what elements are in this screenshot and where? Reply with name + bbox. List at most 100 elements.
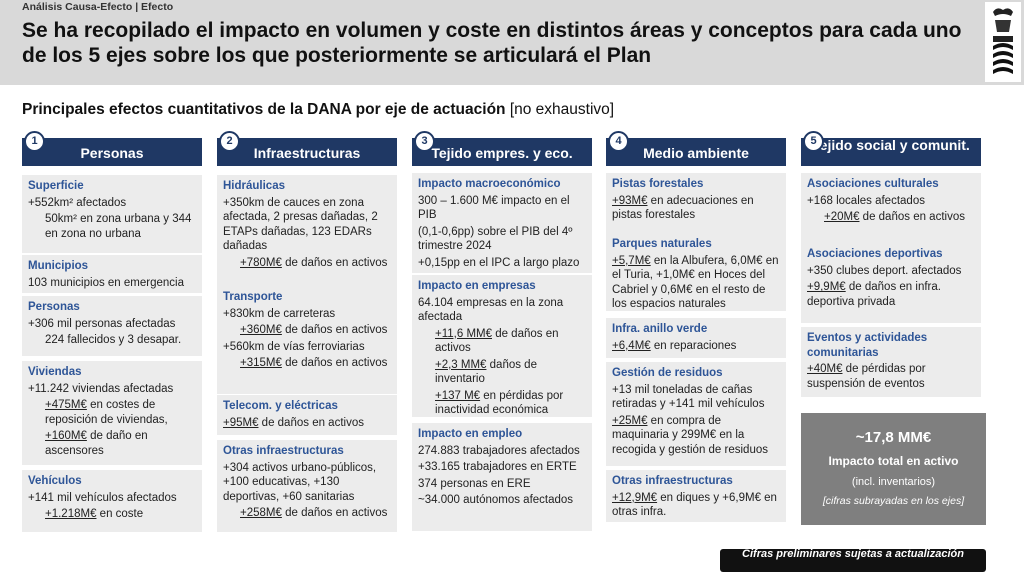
- impact-text: de daños en activos: [258, 416, 364, 429]
- impact-box: Vehículos +141 mil vehículos afectados +1.…: [22, 470, 202, 532]
- impact-amount: +315M€: [240, 357, 282, 369]
- impact-line: +0,15pp en el IPC a largo plazo: [418, 256, 586, 271]
- impact-line: 224 fallecidos y 3 desapar.: [28, 333, 196, 348]
- impact-line: +360M€ de daños en activos: [223, 323, 391, 338]
- impact-text: daños de inventario: [435, 358, 537, 386]
- impact-text: 300 – 1.600 M€ impacto en el PIB: [418, 194, 570, 222]
- impact-text: +306 mil personas afectadas: [28, 317, 176, 330]
- impact-box: Asociaciones culturales +168 locales afec…: [801, 173, 981, 245]
- column-header: Medio ambiente: [606, 138, 786, 166]
- impact-line: +9,9M€ de daños en infra. deportiva priv…: [807, 280, 975, 309]
- impact-box-title: Pistas forestales: [612, 178, 704, 190]
- total-impact-note: [cifras subrayadas en los ejes]: [822, 495, 965, 507]
- impact-amount: +93M€: [612, 194, 648, 207]
- breadcrumb: Análisis Causa-Efecto | Efecto: [22, 1, 174, 13]
- impact-amount: +25M€: [612, 414, 648, 427]
- impact-box: Impacto en empleo 274.883 trabajadores af…: [412, 423, 592, 531]
- impact-text: en coste: [96, 508, 144, 520]
- section-subtitle: Principales efectos cuantitativos de la …: [22, 101, 615, 118]
- impact-box: Hidráulicas +350km de cauces en zona afec…: [217, 175, 397, 287]
- impact-amount: +6,4M€: [612, 339, 651, 352]
- impact-box: Infra. anillo verde +6,4M€ en reparacione…: [606, 318, 786, 358]
- impact-line: +12,9M€ en diques y +6,9M€ en otras infr…: [612, 491, 780, 520]
- column-header: Tejido empres. y eco.: [412, 138, 592, 166]
- column-3: Tejido empres. y eco. 3: [412, 131, 592, 166]
- total-impact-label: Impacto total en activo: [828, 454, 959, 468]
- impact-text: +0,15pp en el IPC a largo plazo: [418, 256, 580, 269]
- impact-text: 224 fallecidos y 3 desapar.: [45, 334, 182, 346]
- impact-text: 64.104 empresas en la zona afectada: [418, 296, 564, 324]
- impact-text: de daños en activos: [281, 507, 388, 519]
- column-number-badge: 5: [803, 131, 824, 152]
- impact-line: +475M€ en costes de reposición de vivien…: [28, 398, 196, 427]
- impact-amount: +9,9M€: [807, 281, 846, 293]
- impact-amount: +20M€: [824, 211, 860, 223]
- impact-box: Otras infraestructuras +12,9M€ en diques …: [606, 470, 786, 522]
- impact-line: +6,4M€ en reparaciones: [612, 339, 780, 354]
- impact-text: en la Albufera, 6,0M€ en el Turia, +1,0M…: [612, 254, 779, 311]
- impact-text: 374 personas en ERE: [418, 477, 531, 490]
- impact-box-title: Eventos y actividades comunitarias: [807, 332, 928, 359]
- column-number-badge: 3: [414, 131, 435, 152]
- impact-line: +350 clubes deport. afectados: [807, 264, 975, 279]
- impact-amount: +12,9M€: [612, 491, 658, 504]
- impact-box-title: Impacto en empresas: [418, 280, 536, 292]
- impact-line: 374 personas en ERE: [418, 477, 586, 492]
- impact-text: en diques y +6,9M€ en otras infra.: [612, 491, 777, 519]
- impact-text: +304 activos urbano-públicos, +100 educa…: [223, 461, 377, 503]
- impact-box-title: Personas: [28, 301, 80, 313]
- impact-line: +1.218M€ en coste: [28, 507, 196, 522]
- impact-line: +830km de carreteras: [223, 307, 391, 322]
- impact-text: +168 locales afectados: [807, 194, 925, 207]
- column-2: Infraestructuras 2: [217, 131, 397, 166]
- impact-box-title: Asociaciones deportivas: [807, 248, 943, 260]
- column-header: Infraestructuras: [217, 138, 397, 166]
- footer-note: Cifras preliminares sujetas a actualizac…: [720, 548, 986, 572]
- impact-amount: +137 M€: [435, 389, 481, 402]
- header-bar: Análisis Causa-Efecto | Efecto Se ha rec…: [0, 0, 1024, 85]
- impact-box-title: Parques naturales: [612, 238, 712, 250]
- impact-line: +40M€ de pérdidas por suspensión de even…: [807, 362, 975, 391]
- impact-box-title: Vehículos: [28, 475, 82, 487]
- impact-box-title: Viviendas: [28, 366, 82, 378]
- impact-amount: +5,7M€: [612, 254, 651, 267]
- impact-amount: +1.218M€: [45, 508, 97, 520]
- impact-text: +141 mil vehículos afectados: [28, 491, 177, 504]
- impact-box: Pistas forestales +93M€ en adecuaciones e…: [606, 173, 786, 233]
- impact-box-title: Otras infraestructuras: [223, 445, 344, 457]
- impact-line: +2,3 MM€ daños de inventario: [418, 358, 586, 387]
- impact-text: en pérdidas por inactividad económica: [435, 389, 564, 417]
- impact-text: +350 clubes deport. afectados: [807, 264, 962, 277]
- impact-text: de daños en activos: [859, 211, 965, 223]
- impact-line: +780M€ de daños en activos: [223, 256, 391, 271]
- column-1: Personas 1: [22, 131, 202, 166]
- impact-text: de daños en infra. deportiva privada: [807, 281, 941, 308]
- impact-box-title: Transporte: [223, 291, 283, 303]
- impact-text: de daños en activos: [281, 256, 388, 269]
- impact-text: de daño en ascensores: [45, 430, 148, 457]
- column-4: Medio ambiente 4: [606, 131, 786, 166]
- impact-line: 50km² en zona urbana y 344 en zona no ur…: [28, 212, 196, 241]
- impact-line: +137 M€ en pérdidas por inactividad econ…: [418, 389, 586, 418]
- impact-box-title: Hidráulicas: [223, 180, 285, 192]
- impact-box: Impacto en empresas 64.104 empresas en la…: [412, 275, 592, 417]
- impact-line: +304 activos urbano-públicos, +100 educa…: [223, 461, 391, 505]
- impact-line: +20M€ de daños en activos: [807, 210, 975, 225]
- impact-line: +11.242 viviendas afectadas: [28, 382, 196, 397]
- total-impact-value: ~17,8 MM€: [855, 429, 932, 446]
- impact-text: 274.883 trabajadores afectados: [418, 444, 580, 457]
- impact-box: Telecom. y eléctricas +95M€ de daños en a…: [217, 395, 397, 435]
- column-number-badge: 1: [24, 131, 45, 152]
- impact-box: Gestión de residuos +13 mil toneladas de …: [606, 362, 786, 466]
- impact-line: +560km de vías ferroviarias: [223, 340, 391, 355]
- impact-line: +33.165 trabajadores en ERTE: [418, 460, 586, 475]
- impact-line: +315M€ de daños en activos: [223, 356, 391, 371]
- impact-amount: +2,3 MM€: [435, 358, 487, 371]
- column-5: Tejido social y comunit. 5: [801, 131, 981, 166]
- impact-amount: +95M€: [223, 416, 259, 429]
- impact-box: Superficie +552km² afectados 50km² en zona…: [22, 175, 202, 253]
- impact-amount: +11,6 MM€: [435, 327, 492, 340]
- total-impact-sub: (incl. inventarios): [851, 476, 936, 488]
- impact-line: 64.104 empresas en la zona afectada: [418, 296, 586, 325]
- impact-text: en reparaciones: [650, 339, 737, 352]
